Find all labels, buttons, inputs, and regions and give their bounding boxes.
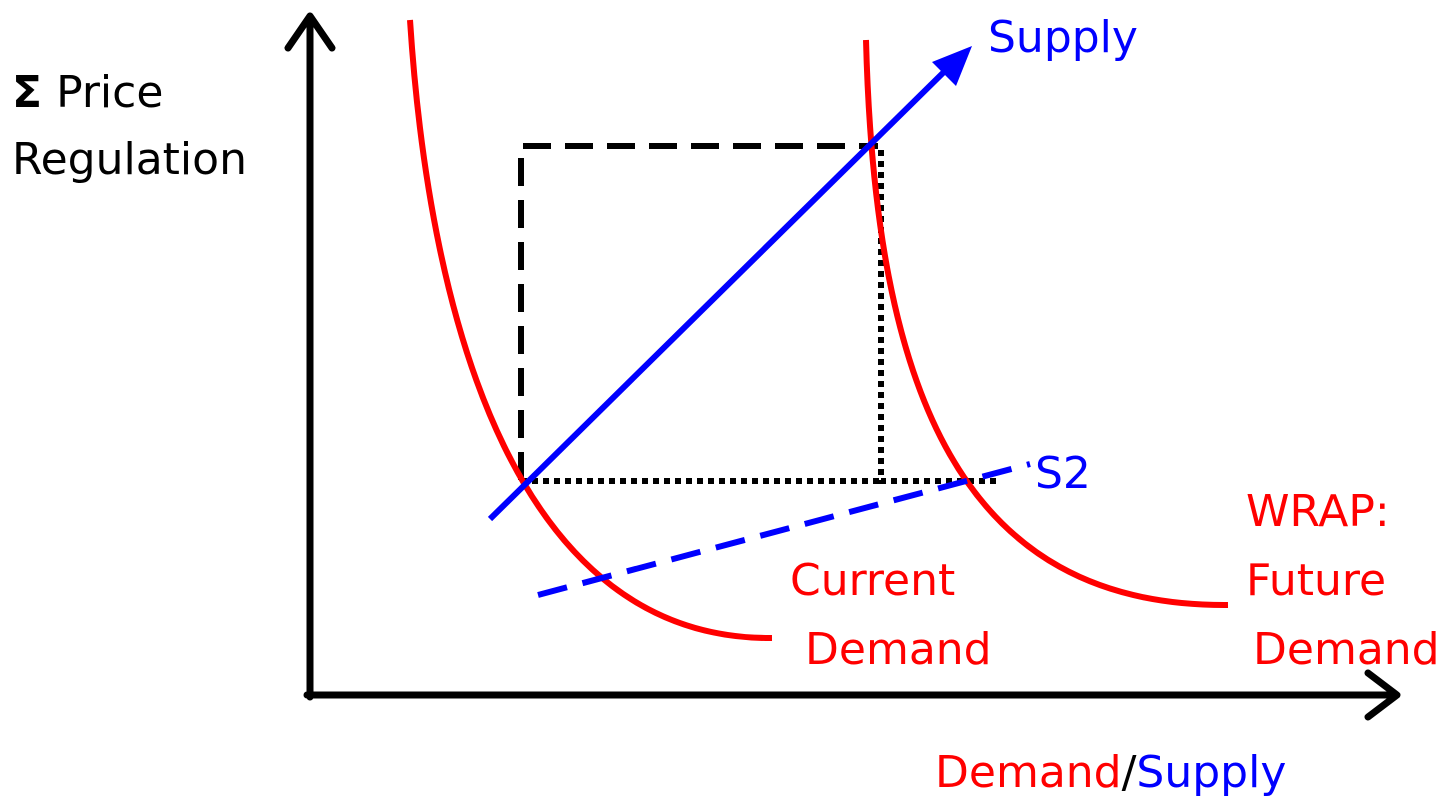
x-axis-arrow bbox=[1364, 669, 1401, 721]
current-demand-label: Demand bbox=[805, 624, 992, 675]
current-demand-label: Current bbox=[790, 555, 955, 606]
future-demand-curve bbox=[863, 39, 1229, 609]
y-axis-arrow bbox=[284, 12, 336, 52]
y-label-line: Regulation bbox=[12, 134, 247, 185]
x-label-separator: / bbox=[1122, 747, 1137, 798]
current-demand-curve bbox=[407, 19, 773, 642]
x-label-supply: Supply bbox=[1136, 747, 1286, 798]
sigma: Σ bbox=[12, 67, 42, 118]
x-label-demand: Demand bbox=[935, 747, 1122, 798]
future-demand-label: WRAP: bbox=[1246, 486, 1390, 537]
x-axis-label: Demand/Supply bbox=[935, 747, 1286, 798]
s2-line bbox=[537, 461, 1031, 598]
supply-label: Supply bbox=[988, 12, 1138, 63]
future-demand-label: Future bbox=[1246, 555, 1386, 606]
y-label-line: Price bbox=[56, 67, 163, 118]
s2-label: S2 bbox=[1035, 448, 1091, 499]
axes bbox=[284, 12, 1401, 721]
supply-arrow bbox=[932, 46, 972, 86]
supply-line bbox=[487, 63, 953, 522]
y-axis-label: Σ Price bbox=[12, 67, 163, 118]
dashed-reference bbox=[518, 143, 878, 480]
future-demand-label: Demand bbox=[1253, 624, 1440, 675]
